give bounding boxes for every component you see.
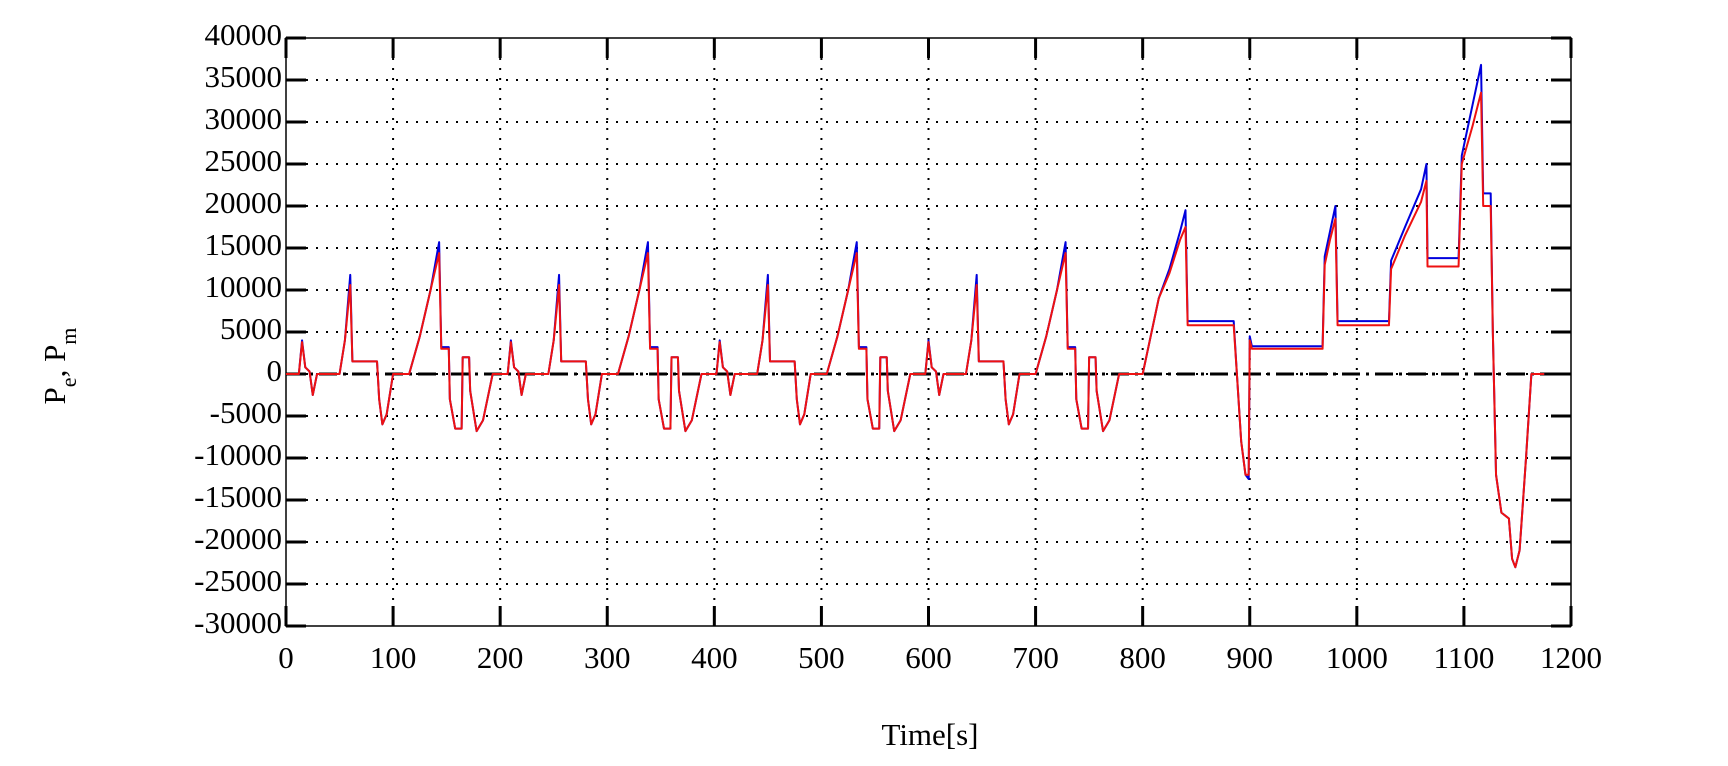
y-tick-label: -25000 <box>194 563 282 598</box>
x-tick-label: 300 <box>584 640 631 675</box>
x-tick-label: 200 <box>477 640 524 675</box>
y-label-part: , P <box>37 345 72 378</box>
series-line <box>286 63 1545 569</box>
x-tick-label: 1200 <box>1540 640 1602 675</box>
plot-frame <box>285 37 1572 627</box>
y-tick-label: 10000 <box>205 269 283 304</box>
x-tick-label: 400 <box>691 640 738 675</box>
y-tick-label: 5000 <box>220 311 282 346</box>
y-tick-label: 40000 <box>205 17 283 52</box>
series-line <box>286 91 1545 569</box>
x-tick-label: 900 <box>1227 640 1274 675</box>
y-tick-label: -30000 <box>194 605 282 640</box>
y-tick-label: 30000 <box>205 101 283 136</box>
x-tick-label: 600 <box>905 640 952 675</box>
x-tick-label: 800 <box>1119 640 1166 675</box>
x-tick-label: 1100 <box>1433 640 1494 675</box>
y-tick-label: 0 <box>267 353 283 388</box>
x-tick-label: 0 <box>278 640 294 675</box>
y-tick-label: -15000 <box>194 479 282 514</box>
y-tick-label: 15000 <box>205 227 283 262</box>
x-tick-label: 100 <box>370 640 417 675</box>
y-tick-label: 25000 <box>205 143 283 178</box>
x-tick-label: 700 <box>1012 640 1059 675</box>
y-axis-label: Pe, Pm <box>37 328 80 405</box>
x-axis-label: Time[s] <box>881 717 978 752</box>
y-tick-label: 20000 <box>205 185 283 220</box>
y-tick-label: 35000 <box>205 59 283 94</box>
y-tick-label: -5000 <box>210 395 282 430</box>
y-label-part: m <box>56 328 81 345</box>
y-label-part: P <box>37 387 72 404</box>
x-tick-label: 1000 <box>1326 640 1388 675</box>
y-tick-label: -10000 <box>194 437 282 472</box>
y-tick-label: -20000 <box>194 521 282 556</box>
y-label-part: e <box>56 377 81 387</box>
x-tick-label: 500 <box>798 640 845 675</box>
